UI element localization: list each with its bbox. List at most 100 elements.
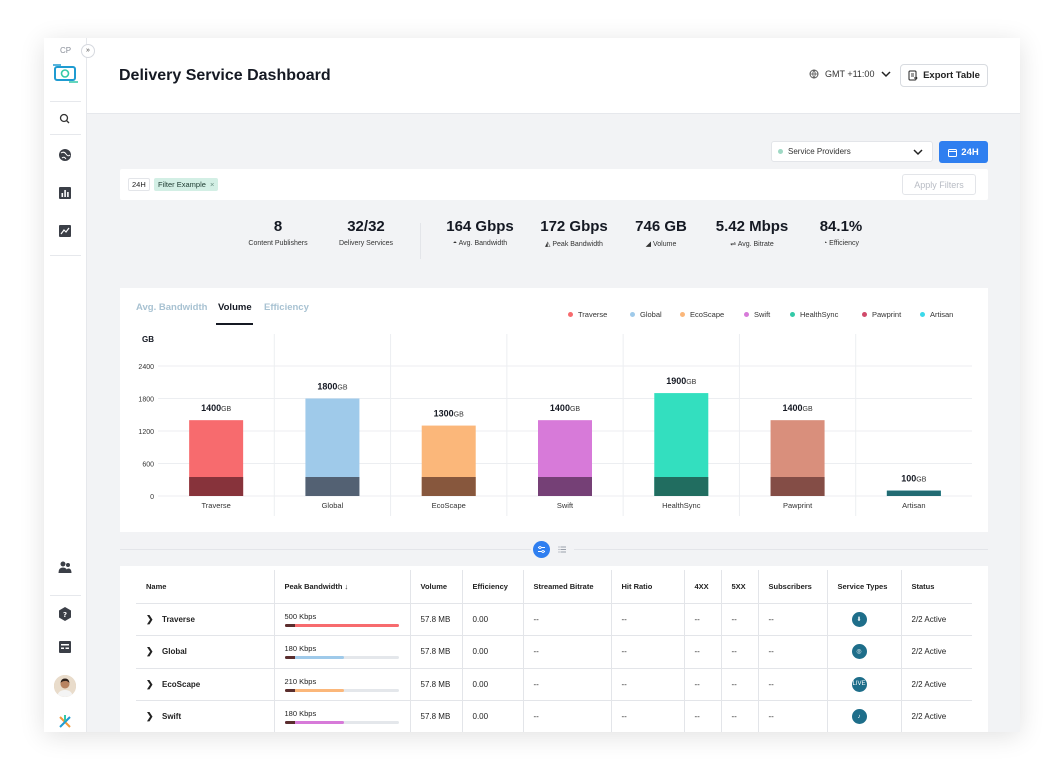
- row-5xx-cell: --: [720, 668, 758, 701]
- row-name-cell[interactable]: ❯ EcoScape: [136, 668, 274, 701]
- column-header-4xx[interactable]: 4XX: [683, 570, 721, 604]
- legend-pawprint[interactable]: Pawprint: [862, 310, 901, 319]
- bar-chart-icon[interactable]: [56, 184, 74, 202]
- export-icon: [908, 70, 918, 81]
- legend-swift[interactable]: Swift: [744, 310, 770, 319]
- column-header-volume[interactable]: Volume: [409, 570, 462, 604]
- row-volume-cell: 57.8 MB: [409, 668, 462, 701]
- remove-filter-icon[interactable]: ×: [210, 180, 215, 189]
- range-chip[interactable]: 24H: [128, 178, 150, 191]
- chevron-down-icon: [913, 149, 923, 156]
- stat-value: 84.1%: [819, 218, 863, 235]
- filter-chip[interactable]: Filter Example ×: [154, 178, 219, 191]
- search-icon[interactable]: [56, 110, 74, 128]
- line-chart-icon[interactable]: [56, 222, 74, 240]
- row-name-cell[interactable]: ❯ Global: [136, 635, 274, 669]
- music-icon[interactable]: ♪: [851, 709, 867, 725]
- stat-content-publishers: 8 Content Publishers: [240, 218, 316, 247]
- bar-base-artisan: [886, 490, 941, 496]
- stat-volume: 746 GB ◢ Volume: [626, 218, 696, 248]
- column-header-service-types[interactable]: Service Types: [826, 570, 901, 604]
- stat-value: 172 Gbps: [540, 218, 608, 235]
- column-header-hit-ratio[interactable]: Hit Ratio: [610, 570, 684, 604]
- chevron-right-icon[interactable]: ❯: [146, 678, 154, 689]
- chart-view-toggle[interactable]: [533, 540, 550, 558]
- help-icon[interactable]: ?: [56, 605, 74, 623]
- dashboard-icon[interactable]: [56, 638, 74, 656]
- row-bitrate-cell: --: [522, 635, 611, 669]
- chevron-right-icon[interactable]: ❯: [146, 646, 154, 657]
- users-icon[interactable]: [56, 558, 74, 576]
- export-table-button[interactable]: Export Table: [900, 64, 988, 87]
- legend-traverse[interactable]: Traverse: [568, 310, 607, 319]
- table-row[interactable]: ❯ Swift 180 Kbps 57.8 MB 0.00 -- -- -- -- -- ♪ 2/2 …: [136, 700, 972, 732]
- y-tick-label: 0: [150, 494, 154, 501]
- tab-avg-bandwidth[interactable]: Avg. Bandwidth: [136, 302, 208, 313]
- stat-label: ◔ Efficiency: [822, 240, 860, 247]
- stat-delivery-services: 32/32 Delivery Services: [328, 218, 404, 247]
- avatar[interactable]: [54, 675, 76, 697]
- stat-value: 164 Gbps: [446, 218, 514, 235]
- data-label: 1400GB: [201, 403, 231, 413]
- sort-desc-icon[interactable]: ↓: [344, 581, 349, 591]
- stat-peak-bandwidth: 172 Gbps ◭ Peak Bandwidth: [532, 218, 616, 248]
- row-status-cell: 2/2 Active: [900, 635, 972, 669]
- peak-bandwidth-bar: [284, 623, 399, 627]
- time-range-label: 24H: [961, 146, 979, 158]
- services-table-card: Name Peak Bandwidth ↓ Volume Efficiency …: [120, 566, 988, 732]
- peak-bandwidth-value: 180 Kbps: [284, 709, 317, 719]
- table-row[interactable]: ❯ EcoScape 210 Kbps 57.8 MB 0.00 -- -- -- -- -- LI…: [136, 668, 972, 701]
- row-4xx-cell: --: [683, 603, 721, 636]
- legend-dot: [790, 312, 795, 317]
- chevron-right-icon[interactable]: ❯: [146, 711, 154, 722]
- legend-healthsync[interactable]: HealthSync: [790, 310, 838, 319]
- globe-icon[interactable]: [56, 146, 74, 164]
- column-header-peak-bandwidth[interactable]: Peak Bandwidth ↓: [273, 570, 410, 604]
- tab-efficiency[interactable]: Efficiency: [264, 302, 309, 313]
- services-table: Name Peak Bandwidth ↓ Volume Efficiency …: [136, 570, 972, 732]
- time-range-button[interactable]: 24H: [939, 141, 988, 163]
- tab-volume[interactable]: Volume: [218, 302, 252, 313]
- legend-global[interactable]: Global: [630, 310, 662, 319]
- sidebar-divider: [50, 595, 81, 596]
- column-header-status[interactable]: Status: [900, 570, 972, 604]
- row-service-type-cell: ♪: [826, 700, 901, 732]
- list-view-toggle[interactable]: [554, 541, 571, 558]
- column-header-subscribers[interactable]: Subscribers: [757, 570, 827, 604]
- volume-icon: ◢: [645, 241, 653, 248]
- sidebar-expand-button[interactable]: »: [81, 44, 95, 58]
- row-efficiency-cell: 0.00: [461, 603, 523, 636]
- row-name-cell[interactable]: ❯ Traverse: [136, 603, 274, 636]
- x-tick-label: Traverse: [201, 501, 230, 510]
- view-toggle: [531, 540, 574, 558]
- legend-ecoscape[interactable]: EcoScape: [680, 310, 724, 319]
- x-tick-label: EcoScape: [432, 501, 466, 510]
- row-status-cell: 2/2 Active: [900, 603, 972, 636]
- service-providers-select[interactable]: Service Providers: [771, 141, 933, 162]
- chevron-right-icon[interactable]: ❯: [146, 613, 154, 624]
- legend-artisan[interactable]: Artisan: [920, 310, 953, 319]
- apply-filters-button[interactable]: Apply Filters: [902, 174, 976, 195]
- row-5xx-cell: --: [720, 635, 758, 669]
- sliders-icon: [538, 545, 545, 553]
- download-icon[interactable]: ⬇: [851, 611, 867, 627]
- bar-base-swift: [538, 477, 592, 496]
- row-name-cell[interactable]: ❯ Swift: [136, 700, 274, 732]
- row-4xx-cell: --: [683, 700, 721, 732]
- stat-value: 5.42 Mbps: [715, 218, 789, 235]
- live-icon[interactable]: LIVE: [851, 676, 867, 692]
- column-header-efficiency[interactable]: Efficiency: [461, 570, 523, 604]
- data-label: 1800GB: [317, 382, 347, 392]
- brand-short: CP: [60, 46, 72, 55]
- peak-bandwidth-base: [284, 623, 295, 627]
- logo-icon[interactable]: [53, 62, 79, 89]
- y-axis-unit-label: GB: [142, 335, 154, 344]
- column-header-name[interactable]: Name: [136, 570, 274, 604]
- globe-icon[interactable]: ◎: [851, 644, 867, 660]
- table-row[interactable]: ❯ Global 180 Kbps 57.8 MB 0.00 -- -- -- -- -- ◎ 2/2…: [136, 635, 972, 669]
- sidebar-divider: [50, 255, 81, 256]
- column-header-streamed-bitrate[interactable]: Streamed Bitrate: [522, 570, 611, 604]
- table-row[interactable]: ❯ Traverse 500 Kbps 57.8 MB 0.00 -- -- -- -- -- ⬇ 2…: [136, 603, 972, 636]
- timezone-select[interactable]: GMT +11:00: [809, 69, 892, 79]
- column-header-5xx[interactable]: 5XX: [720, 570, 758, 604]
